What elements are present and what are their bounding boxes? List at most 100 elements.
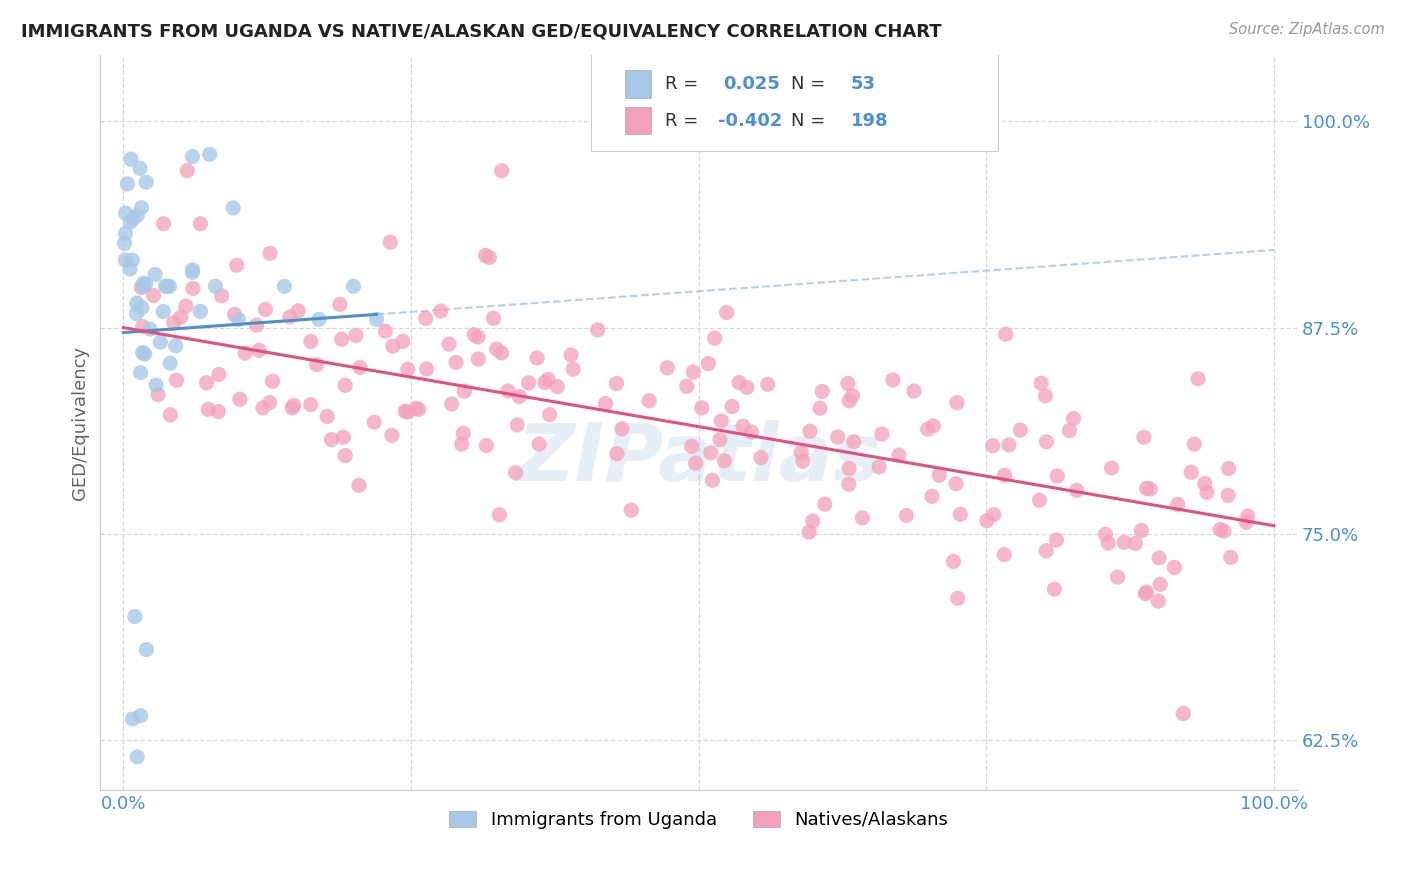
Point bbox=[114, 236, 136, 251]
Point bbox=[838, 477, 860, 491]
Point bbox=[942, 554, 965, 568]
Point bbox=[1149, 577, 1171, 591]
Point bbox=[703, 331, 725, 345]
Point bbox=[475, 438, 498, 452]
Point bbox=[882, 373, 904, 387]
Point bbox=[1180, 465, 1202, 479]
Point bbox=[792, 454, 814, 468]
Point bbox=[1028, 493, 1050, 508]
Point bbox=[121, 253, 143, 268]
Point bbox=[1219, 550, 1241, 565]
Point bbox=[149, 335, 172, 350]
Point bbox=[408, 402, 430, 417]
Point bbox=[247, 343, 270, 358]
Point bbox=[478, 251, 501, 265]
Point bbox=[197, 402, 219, 417]
Point bbox=[1123, 536, 1146, 550]
Point bbox=[135, 642, 157, 657]
Point bbox=[838, 461, 860, 475]
Point bbox=[129, 161, 152, 176]
Point bbox=[606, 446, 628, 460]
FancyBboxPatch shape bbox=[624, 70, 651, 98]
Point bbox=[349, 360, 371, 375]
Point bbox=[657, 360, 679, 375]
Point bbox=[1194, 476, 1216, 491]
Point bbox=[1035, 434, 1057, 449]
Point bbox=[474, 248, 496, 262]
Point bbox=[132, 319, 155, 334]
Point bbox=[114, 252, 136, 267]
Point bbox=[394, 404, 416, 418]
Point bbox=[1218, 488, 1240, 502]
Text: -0.402: -0.402 bbox=[718, 112, 782, 129]
Point bbox=[181, 281, 204, 295]
Point bbox=[120, 152, 142, 166]
Point bbox=[1063, 411, 1085, 425]
Point bbox=[981, 439, 1004, 453]
Point bbox=[344, 328, 367, 343]
Point bbox=[299, 334, 322, 349]
Point bbox=[381, 339, 404, 353]
Point bbox=[467, 330, 489, 344]
Point bbox=[195, 376, 218, 390]
Point bbox=[283, 399, 305, 413]
Point bbox=[176, 163, 198, 178]
Point bbox=[135, 175, 157, 189]
Point bbox=[152, 304, 174, 318]
Point bbox=[1035, 543, 1057, 558]
Point bbox=[740, 425, 762, 439]
Point bbox=[225, 258, 247, 272]
Point bbox=[735, 380, 758, 394]
Point bbox=[129, 366, 152, 380]
Point bbox=[903, 384, 925, 398]
Point bbox=[749, 450, 772, 465]
Point bbox=[1236, 509, 1258, 524]
Point bbox=[415, 311, 437, 326]
Point bbox=[316, 409, 339, 424]
Point bbox=[1163, 560, 1185, 574]
Point bbox=[801, 514, 824, 528]
Point bbox=[308, 312, 330, 326]
Point bbox=[1059, 424, 1081, 438]
Point bbox=[1097, 536, 1119, 550]
Point bbox=[685, 456, 707, 470]
Point bbox=[415, 362, 437, 376]
Point bbox=[827, 430, 849, 444]
Point bbox=[450, 437, 472, 451]
Point bbox=[170, 310, 193, 325]
Point bbox=[157, 279, 180, 293]
Point bbox=[166, 373, 188, 387]
Point bbox=[444, 355, 467, 369]
Point bbox=[496, 384, 519, 398]
Point bbox=[1135, 587, 1157, 601]
Point bbox=[681, 439, 703, 453]
Point bbox=[921, 490, 943, 504]
Point bbox=[851, 511, 873, 525]
Point bbox=[165, 339, 187, 353]
Point bbox=[190, 304, 212, 318]
Point bbox=[163, 316, 186, 330]
Point bbox=[799, 424, 821, 438]
Text: ZIPatlas: ZIPatlas bbox=[516, 420, 882, 499]
Point bbox=[546, 379, 568, 393]
Point bbox=[159, 356, 181, 370]
Point bbox=[595, 396, 617, 410]
Point bbox=[731, 419, 754, 434]
Point bbox=[517, 376, 540, 390]
Point bbox=[139, 322, 162, 336]
Point bbox=[700, 446, 723, 460]
Point bbox=[842, 434, 865, 449]
Point bbox=[121, 712, 143, 726]
Point bbox=[437, 337, 460, 351]
Point bbox=[949, 508, 972, 522]
Point bbox=[146, 388, 169, 402]
Point bbox=[467, 351, 489, 366]
Point bbox=[127, 750, 149, 764]
Point bbox=[887, 448, 910, 462]
Point bbox=[129, 280, 152, 294]
Point bbox=[392, 334, 415, 349]
Point bbox=[814, 497, 837, 511]
Point bbox=[190, 217, 212, 231]
Point bbox=[132, 277, 155, 291]
Point bbox=[381, 428, 404, 442]
